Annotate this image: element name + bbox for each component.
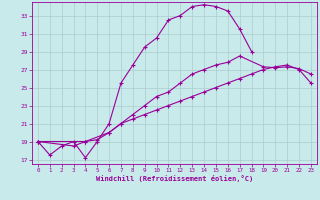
X-axis label: Windchill (Refroidissement éolien,°C): Windchill (Refroidissement éolien,°C) — [96, 175, 253, 182]
